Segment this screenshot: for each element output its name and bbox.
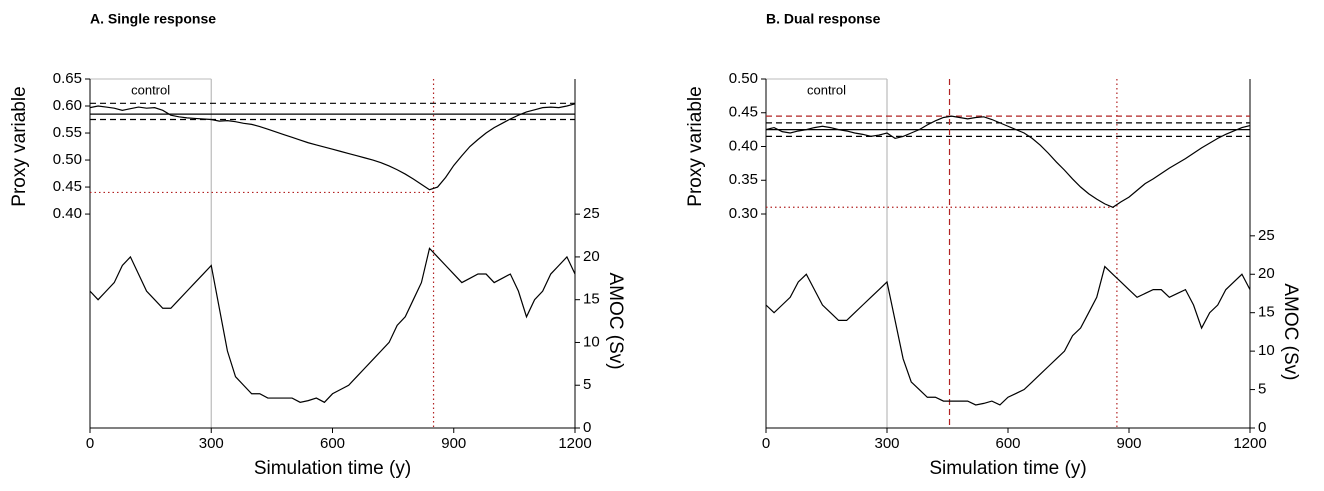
y2-tick-label: 10 [1258, 342, 1275, 359]
data-line [89, 247, 576, 404]
y-tick-label: 0.65 [53, 70, 82, 87]
x-tick-label: 300 [199, 435, 224, 452]
y2-tick-label: 15 [583, 291, 600, 308]
x-tick-label: 0 [762, 435, 770, 452]
y2-tick-label: 25 [583, 205, 600, 222]
annotation: control [131, 82, 170, 97]
x-tick-label: 1200 [1233, 435, 1266, 452]
y-tick-label: 0.60 [53, 97, 82, 114]
y2-axis-label: AMOC (Sv) [605, 273, 626, 370]
data-line [765, 115, 1251, 208]
y2-tick-label: 25 [1258, 227, 1275, 244]
y2-tick-label: 0 [1258, 419, 1266, 436]
x-tick-label: 600 [995, 435, 1020, 452]
x-axis-label: Simulation time (y) [929, 458, 1086, 479]
x-tick-label: 300 [874, 435, 899, 452]
y-tick-label: 0.45 [53, 178, 82, 195]
y2-axis-label: AMOC (Sv) [1280, 283, 1301, 380]
y2-tick-label: 5 [1258, 381, 1266, 398]
y-tick-label: 0.40 [729, 137, 758, 154]
x-tick-label: 900 [1116, 435, 1141, 452]
data-line [89, 103, 576, 191]
y-tick-label: 0.55 [53, 124, 82, 141]
y-tick-label: 0.50 [729, 70, 758, 87]
x-axis-label: Simulation time (y) [254, 458, 411, 479]
x-tick-label: 0 [86, 435, 94, 452]
y2-tick-label: 20 [1258, 265, 1275, 282]
x-tick-label: 600 [320, 435, 345, 452]
panel-title: B. Dual response [766, 11, 881, 27]
y2-tick-label: 10 [583, 333, 600, 350]
panel-title: A. Single response [90, 11, 216, 27]
y2-tick-label: 0 [583, 419, 591, 436]
y-tick-label: 0.45 [729, 104, 758, 121]
y-tick-label: 0.50 [53, 151, 82, 168]
x-tick-label: 1200 [558, 435, 591, 452]
x-tick-label: 900 [441, 435, 466, 452]
y2-tick-label: 20 [583, 248, 600, 265]
y-tick-label: 0.30 [729, 205, 758, 222]
y-tick-label: 0.35 [729, 171, 758, 188]
y-axis-label: Proxy variable [685, 86, 706, 206]
y2-tick-label: 5 [583, 376, 591, 393]
annotation: control [807, 82, 846, 97]
y-axis-label: Proxy variable [9, 86, 30, 206]
y-tick-label: 0.40 [53, 205, 82, 222]
y2-tick-label: 15 [1258, 304, 1275, 321]
data-line [765, 265, 1251, 406]
